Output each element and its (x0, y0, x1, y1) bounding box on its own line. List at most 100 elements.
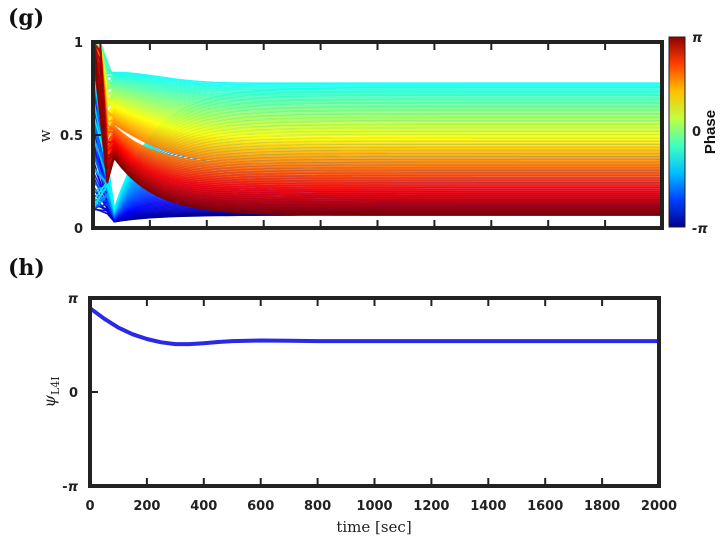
chart-g-line (93, 42, 662, 201)
chart-g-line (93, 42, 662, 180)
chart-h-xtick-label: 800 (304, 499, 331, 514)
chart-g-line (93, 42, 662, 166)
chart-g-line (93, 42, 662, 84)
chart-g-line (93, 42, 662, 215)
chart-g-line (93, 42, 662, 165)
chart-g-line (93, 42, 662, 200)
chart-h-yticks: π 0 -π (62, 292, 98, 495)
chart-g-line (93, 42, 662, 192)
chart-h-frame (88, 296, 661, 488)
chart-g-line (93, 46, 662, 157)
chart-h-ylabel: ψL4I (40, 376, 62, 407)
chart-g-line (93, 42, 662, 170)
chart-g-line (93, 42, 662, 121)
chart-g-line (93, 42, 662, 110)
chart-g-line (93, 44, 662, 212)
chart-h-xlabel: time [sec] (336, 518, 411, 536)
chart-g-line (93, 48, 662, 194)
chart-g-line (93, 42, 662, 107)
chart-g-line (93, 47, 662, 207)
chart-g-line (93, 42, 662, 143)
chart-g-line (93, 42, 662, 197)
chart-g-line (93, 42, 662, 204)
chart-h-xtick-label: 1800 (584, 499, 620, 514)
chart-g-line (93, 49, 662, 99)
chart-g-xticks (92, 42, 663, 228)
chart-g-ytick-label: 0 (74, 222, 83, 237)
chart-g-line (93, 42, 662, 153)
chart-g-line (93, 42, 662, 211)
chart-g-line (93, 50, 662, 174)
chart-h-xtick-label: 1400 (470, 499, 506, 514)
chart-g-line (93, 42, 662, 198)
chart-g-line (93, 51, 662, 116)
colorbar (668, 36, 686, 228)
colorbar-tick-label: -π (692, 222, 708, 237)
panel-label-g: (g) (8, 5, 45, 31)
chart-g-line (93, 42, 662, 131)
chart-g-line (93, 42, 662, 185)
chart-g-line (93, 42, 662, 202)
chart-g-line (93, 42, 662, 216)
chart-g-line (93, 42, 662, 173)
chart-g: 00.51 w π0-π Phase (36, 31, 719, 237)
chart-g-line (93, 42, 662, 124)
chart-g-line (93, 42, 662, 112)
chart-g-line (93, 42, 662, 97)
chart-h-ytick-label: π (68, 292, 79, 307)
chart-h-ytick-label: -π (62, 480, 78, 495)
colorbar-tick-label: π (692, 31, 703, 46)
chart-g-line (93, 42, 662, 132)
chart-h-xtick-label: 400 (190, 499, 217, 514)
chart-g-line (93, 42, 662, 108)
chart-g-ylabel: w (36, 129, 54, 142)
chart-g-line (93, 42, 662, 146)
chart-h-xtick-label: 0 (85, 499, 94, 514)
chart-h-xtick-label: 2000 (641, 499, 677, 514)
chart-h-series-group (88, 306, 659, 347)
chart-g-line (93, 42, 662, 183)
chart-g-line (93, 42, 662, 89)
chart-g-line (93, 42, 662, 118)
chart-g-line (93, 42, 662, 128)
chart-g-line (93, 42, 662, 102)
chart-g-line (93, 42, 662, 91)
chart-g-line (93, 42, 662, 94)
chart-g-line (93, 42, 662, 214)
chart-h-xticks: 0 200 400 600 800 1000 1200 1400 1600 1800 2000 (85, 298, 677, 514)
colorbar-label: Phase (702, 110, 719, 154)
chart-h-xtick-label: 1600 (527, 499, 563, 514)
chart-g-line (93, 42, 662, 177)
chart-g-line (93, 48, 662, 171)
chart-g-line (93, 42, 662, 179)
chart-g-line (93, 42, 662, 135)
chart-g-line (93, 42, 662, 182)
chart-g-line (93, 42, 662, 156)
chart-g-line (93, 42, 662, 140)
chart-g-line (93, 42, 662, 126)
chart-g-line (93, 42, 662, 142)
chart-h-xtick-label: 1000 (356, 499, 392, 514)
chart-g-line (93, 42, 662, 123)
chart-g-line (93, 42, 662, 188)
colorbar-ticks: π 0 -π (692, 31, 708, 237)
chart-g-line (93, 42, 662, 208)
chart-g-yticks: 00.51 (60, 36, 101, 237)
chart-g-line (93, 51, 662, 210)
chart-g-line (93, 42, 662, 139)
chart-h-ytick-label: 0 (69, 386, 78, 401)
chart-g-line (93, 42, 662, 176)
chart-g-line (93, 42, 662, 100)
chart-g-line (93, 42, 662, 205)
chart-g-line (93, 42, 662, 159)
chart-g-line (93, 44, 662, 151)
chart-h: 0 200 400 600 800 1000 1200 1400 1600 1800 2000 π0… (40, 292, 677, 536)
chart-g-line (93, 50, 662, 96)
chart-g-line (93, 51, 662, 154)
chart-h-line (88, 306, 659, 347)
chart-g-line (93, 42, 662, 129)
chart-g-line (93, 42, 662, 163)
chart-g-line (93, 42, 662, 92)
chart-g-line (93, 49, 662, 134)
